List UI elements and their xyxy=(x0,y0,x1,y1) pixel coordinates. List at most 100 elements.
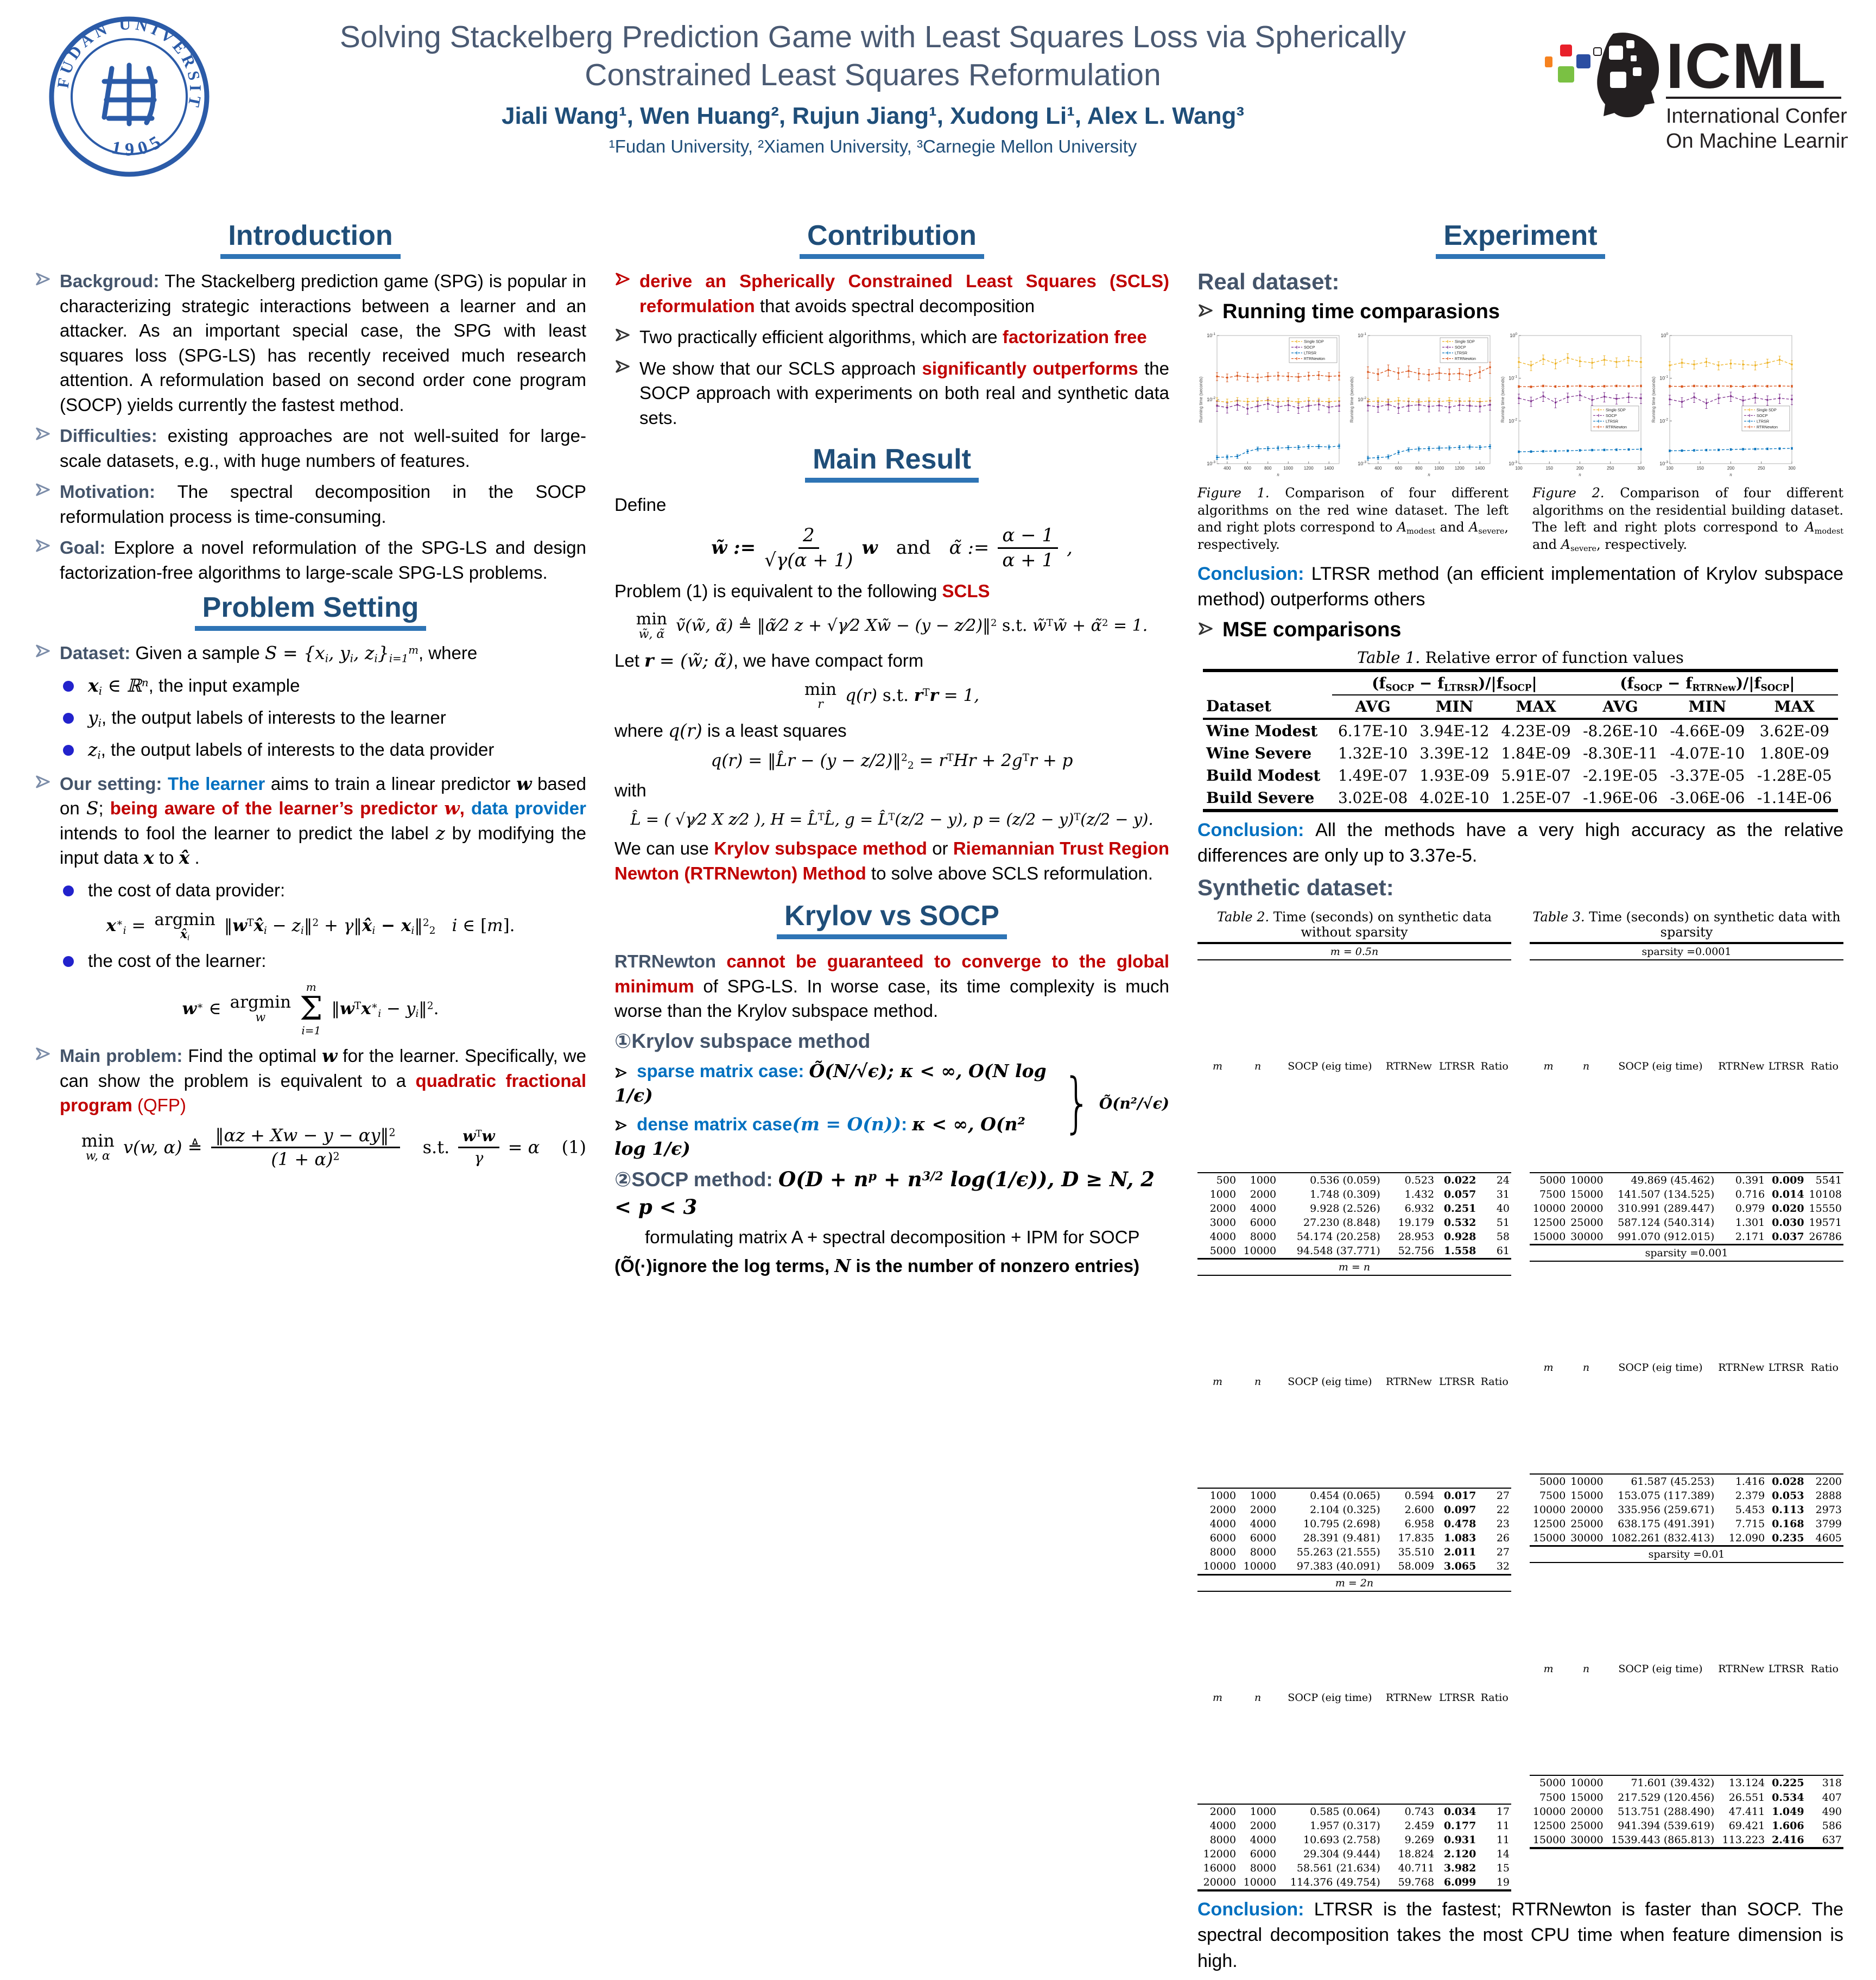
fudan-university-logo: FUDAN UNIVERSITY 1905 xyxy=(40,1,211,181)
mse-label: MSE comparisons xyxy=(1222,618,1402,641)
svg-text:n: n xyxy=(1729,472,1732,477)
arrow-bullet-icon xyxy=(614,1119,628,1132)
svg-text:LTRSR: LTRSR xyxy=(1606,419,1618,423)
svg-text:LTRSR: LTRSR xyxy=(1757,419,1769,423)
svg-text:Single SDP: Single SDP xyxy=(1606,407,1626,412)
svg-text:10-1: 10-1 xyxy=(1509,375,1517,381)
icml-head-icon xyxy=(1545,33,1659,117)
icml-subtitle-2: On Machine Learning xyxy=(1666,130,1848,153)
svg-text:1905: 1905 xyxy=(110,129,169,160)
svg-text:100: 100 xyxy=(1515,466,1523,471)
difficulties-text: Difficulties: existing approaches are no… xyxy=(60,426,586,471)
svg-text:RTRNewton: RTRNewton xyxy=(1455,356,1476,361)
arrow-bullet-icon xyxy=(614,325,639,350)
conclusion-speed: Conclusion: LTRSR is the fastest; RTRNew… xyxy=(1197,1899,1843,1971)
arrow-bullet-icon xyxy=(35,479,60,529)
svg-text:10-2: 10-2 xyxy=(1509,417,1517,423)
dataset-item-x: xi ∈ ℝn, the input example xyxy=(63,674,586,698)
dataset-text: Dataset: Given a sample S = {xi, yi, zi}… xyxy=(60,642,478,665)
svg-text:n: n xyxy=(1579,472,1581,477)
svg-text:1000: 1000 xyxy=(1283,466,1293,471)
eq-tail: , xyxy=(1067,537,1073,559)
section-problem-setting: Problem Setting xyxy=(35,591,586,631)
figure-captions: Figure 1. Comparison of four different a… xyxy=(1197,485,1843,554)
L-body: L̂ = ( √γ⁄2 X z⁄2 ), H = L̂TL̂, g = L̂T(… xyxy=(630,810,1154,829)
complexity-brace: } Õ(n²/√ϵ) xyxy=(1056,1062,1169,1144)
motivation-text: Motivation: The spectral decomposition i… xyxy=(60,482,586,527)
dot-bullet-icon xyxy=(63,744,74,756)
arrow-bullet-icon xyxy=(614,1066,628,1079)
running-time-label: Running time comparasions xyxy=(1222,300,1500,323)
intro-bullet-background: Backgroud: The Stackelberg prediction ga… xyxy=(35,269,586,417)
sparse-case-line: sparse matrix case: Õ(N/√ϵ); κ < ∞, O(N … xyxy=(614,1059,1055,1108)
svg-text:n: n xyxy=(1428,472,1430,477)
affiliations: ¹Fudan University, ²Xiamen University, ³… xyxy=(609,136,1137,157)
define-label: Define xyxy=(614,495,667,515)
eq-rhs: ‖wTx̂i − zi‖2 + γ‖x̂i − xi‖22 xyxy=(224,916,436,937)
contribution-heading: Contribution xyxy=(800,219,984,259)
arrow-bullet-icon xyxy=(614,269,639,318)
table-2: m = 0.5n m n SOCP (eig time) RTRNew LTRSR Rati… xyxy=(1197,942,1511,1892)
constraint-fraction: wTw γ xyxy=(458,1128,499,1166)
svg-text:1200: 1200 xyxy=(1455,466,1465,471)
item-z-text: zi, the output labels of interests to th… xyxy=(88,738,495,762)
svg-text:100: 100 xyxy=(1660,332,1668,338)
solver-methods-text: We can use Krylov subspace method or Rie… xyxy=(614,838,1169,883)
svg-text:Running time (seconds): Running time (seconds) xyxy=(1500,376,1505,422)
main-result-heading: Main Result xyxy=(805,443,979,483)
svg-text:10-3: 10-3 xyxy=(1207,460,1215,466)
provider-cost-equation: x∗i = argmin x̂i ‖wTx̂i − zi‖2 + γ‖x̂i − … xyxy=(35,911,586,942)
socp-method-detail: formulating matrix A + spectral decompos… xyxy=(645,1227,1140,1248)
q-body: q(r) = ‖L̂r − (y − z/2)‖22 = rTHr + 2gTr… xyxy=(711,750,1073,771)
goal-text: Goal: Explore a novel reformulation of t… xyxy=(60,537,587,583)
column-experiment: Experiment Real dataset: Running time co… xyxy=(1197,216,1843,1980)
icml-acronym: ICML xyxy=(1666,30,1827,102)
svg-text:RTRNewton: RTRNewton xyxy=(1606,425,1627,429)
svg-text:Running time (seconds): Running time (seconds) xyxy=(1349,376,1354,422)
equation-number: (1) xyxy=(561,1137,586,1158)
arrow-bullet-icon xyxy=(35,771,60,870)
eq-lhs: x∗i = xyxy=(106,916,146,937)
scls-body: ṽ(w̃, α̃) ≜ ‖α̃⁄2 z + √γ⁄2 Xw̃ − (y − z⁄… xyxy=(676,616,1148,636)
dot-bullet-icon xyxy=(63,885,74,896)
svg-text:10-2: 10-2 xyxy=(1358,396,1366,402)
dataset-bullet: Dataset: Given a sample S = {xi, yi, zi}… xyxy=(35,641,586,666)
poster-columns: Introduction Backgroud: The Stackelberg … xyxy=(0,213,1876,1980)
svg-text:800: 800 xyxy=(1264,466,1272,471)
poster-title-line2: Constrained Least Squares Reformulation xyxy=(585,57,1161,92)
argmin-under: x̂i xyxy=(180,927,190,942)
mse-bullet: MSE comparisons xyxy=(1197,618,1843,642)
main-problem-bullet: Main problem: Find the optimal w for the… xyxy=(35,1043,586,1118)
our-setting-bullet: Our setting: The learner aims to train a… xyxy=(35,771,586,870)
min-operator: min xyxy=(804,679,837,699)
subject-to: s.t. xyxy=(422,1137,450,1158)
background-text: Backgroud: The Stackelberg prediction ga… xyxy=(60,271,586,415)
svg-text:Single SDP: Single SDP xyxy=(1757,407,1777,412)
svg-text:250: 250 xyxy=(1758,466,1765,471)
conclusion-accuracy: Conclusion: All the methods have a very … xyxy=(1197,819,1843,866)
fudan-year: 1905 xyxy=(110,129,164,160)
item-x-text: xi ∈ ℝn, the input example xyxy=(88,674,300,698)
svg-text:300: 300 xyxy=(1788,466,1796,471)
svg-text:LTRSR: LTRSR xyxy=(1455,351,1467,356)
min-under: r xyxy=(817,698,823,712)
figure-1-caption: Figure 1. Comparison of four different a… xyxy=(1197,485,1509,553)
fudan-emblem-strokes xyxy=(102,62,158,126)
synthetic-dataset-label: Synthetic dataset: xyxy=(1197,875,1394,901)
svg-text:150: 150 xyxy=(1697,466,1704,471)
plot-build-modest: 10-3 10-2 10-1 100 100 150 200 250 300 Running ti… xyxy=(1499,330,1645,480)
section-contribution: Contribution xyxy=(614,219,1169,259)
svg-text:10-2: 10-2 xyxy=(1659,417,1668,423)
figure-2-caption: Figure 2. Comparison of four different a… xyxy=(1532,485,1843,554)
fudan-seal-icon: FUDAN UNIVERSITY 1905 xyxy=(40,1,210,177)
our-setting-text: Our setting: The learner aims to train a… xyxy=(60,773,587,869)
svg-text:10-3: 10-3 xyxy=(1509,460,1517,466)
svg-text:1400: 1400 xyxy=(1475,466,1485,471)
where-q-text: where q(r) is a least squares xyxy=(614,720,847,742)
rtrnewton-warning-text: RTRNewton cannot be guaranteed to conver… xyxy=(614,951,1169,1021)
krylov-method-heading: ①Krylov subspace method xyxy=(614,1029,871,1052)
table-3-block: Table 3. Time (seconds) on synthetic dat… xyxy=(1530,906,1843,1892)
svg-text:Running time (seconds): Running time (seconds) xyxy=(1651,376,1656,422)
dot-bullet-icon xyxy=(63,956,74,967)
